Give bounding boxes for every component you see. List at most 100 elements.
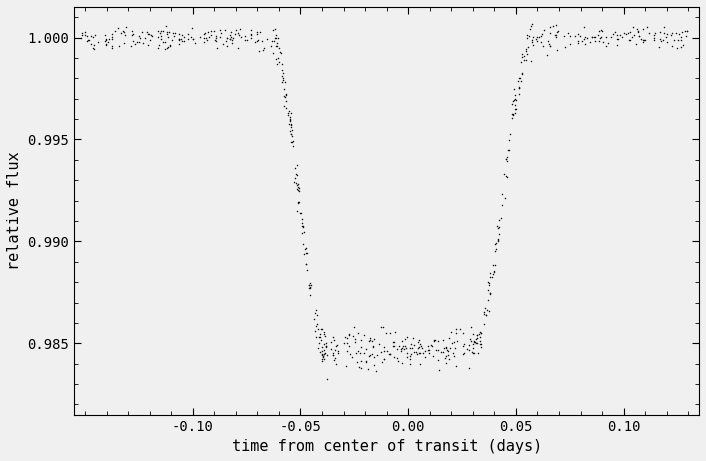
Point <box>393 343 405 350</box>
Point <box>285 117 296 124</box>
Point <box>88 45 100 53</box>
Point <box>509 96 520 104</box>
Point <box>440 359 451 366</box>
Point <box>342 348 353 355</box>
Point <box>648 36 659 43</box>
Point <box>120 23 131 30</box>
Point <box>208 27 220 35</box>
Point <box>234 32 245 39</box>
Point <box>296 219 307 227</box>
Point <box>489 248 500 255</box>
Point <box>92 38 104 45</box>
Point <box>612 35 623 42</box>
Point <box>564 33 575 40</box>
Point <box>589 33 600 41</box>
Point <box>465 324 477 331</box>
Point <box>292 161 303 169</box>
Point <box>353 330 364 337</box>
Point <box>205 31 217 39</box>
Point <box>535 32 546 39</box>
Point <box>493 223 505 230</box>
Point <box>271 42 282 50</box>
Point <box>466 349 477 356</box>
Point <box>513 90 524 98</box>
Point <box>85 40 97 47</box>
Point <box>270 35 282 42</box>
Point <box>261 35 273 42</box>
Point <box>160 46 171 53</box>
Point <box>316 347 327 355</box>
Point <box>250 38 261 45</box>
Point <box>301 260 312 268</box>
Point <box>378 355 390 362</box>
Point <box>578 35 590 42</box>
Point <box>390 329 401 336</box>
Point <box>292 187 304 194</box>
Point <box>463 347 474 354</box>
Point <box>246 34 257 41</box>
Point <box>318 328 330 335</box>
Point <box>527 41 539 49</box>
Point <box>381 348 392 355</box>
Point <box>522 43 534 51</box>
Point <box>155 32 167 40</box>
Point <box>514 83 525 90</box>
Point <box>141 28 152 35</box>
Point <box>630 41 641 48</box>
Point <box>316 343 328 350</box>
Point <box>537 30 548 37</box>
Point <box>407 344 418 352</box>
Point <box>669 37 680 44</box>
Point <box>430 346 441 354</box>
Point <box>369 354 380 361</box>
Point <box>505 130 516 137</box>
Point <box>388 338 400 345</box>
Point <box>600 33 611 41</box>
Point <box>657 36 669 43</box>
Point <box>671 30 682 37</box>
Point <box>522 32 533 39</box>
Point <box>501 173 513 181</box>
Point <box>592 31 604 39</box>
Point <box>313 333 324 341</box>
Point <box>188 35 199 42</box>
Point <box>114 43 125 50</box>
Y-axis label: relative flux: relative flux <box>7 152 22 270</box>
Point <box>313 340 325 347</box>
Point <box>486 273 498 281</box>
Point <box>681 27 693 35</box>
Point <box>463 341 474 349</box>
Point <box>251 29 263 36</box>
Point <box>342 339 353 347</box>
Point <box>597 38 609 45</box>
Point <box>145 36 156 44</box>
Point <box>225 31 236 39</box>
Point <box>186 33 197 40</box>
Point <box>282 111 294 118</box>
Point <box>469 349 480 357</box>
Point <box>118 39 129 47</box>
Point <box>508 111 519 118</box>
Point <box>355 364 366 372</box>
Point <box>397 360 408 367</box>
Point <box>309 328 321 335</box>
Point <box>400 344 412 352</box>
Point <box>317 350 328 358</box>
Point <box>87 44 98 52</box>
Point <box>131 38 143 46</box>
Point <box>484 274 496 281</box>
Point <box>230 27 241 34</box>
Point <box>107 30 118 37</box>
Point <box>285 120 296 128</box>
Point <box>365 351 376 359</box>
Point <box>484 290 496 298</box>
Point <box>510 105 521 112</box>
Point <box>333 350 344 357</box>
Point <box>256 37 268 45</box>
Point <box>239 32 251 40</box>
Point <box>316 357 328 364</box>
Point <box>538 27 549 34</box>
Point <box>503 146 514 154</box>
Point <box>293 185 304 192</box>
Point <box>277 77 289 84</box>
